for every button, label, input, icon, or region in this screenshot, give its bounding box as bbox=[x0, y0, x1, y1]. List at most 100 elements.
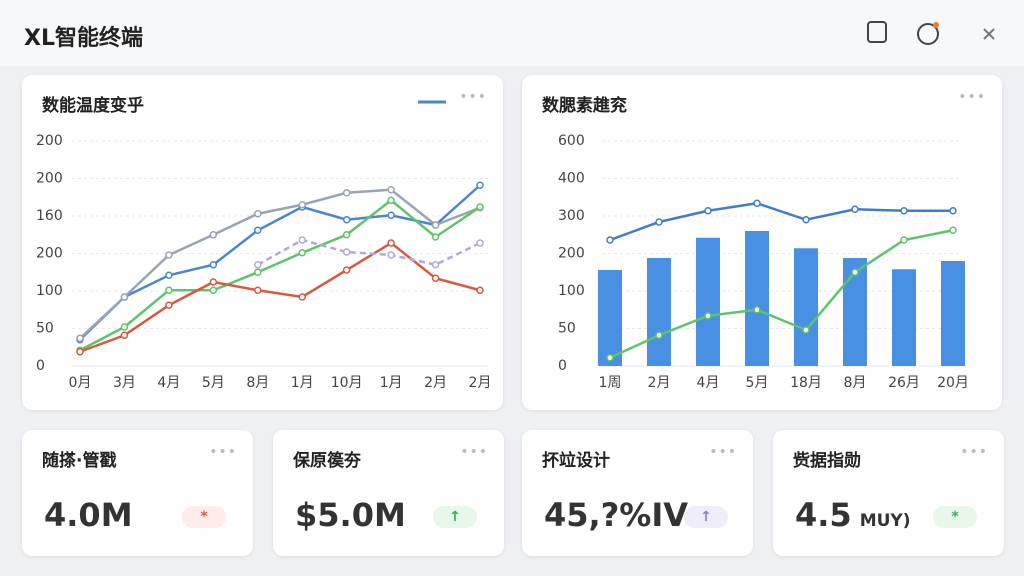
kpi-value: $5.0M bbox=[295, 496, 406, 534]
kpi-value: 4.5 bbox=[795, 496, 852, 534]
series-line bbox=[609, 229, 954, 359]
point bbox=[387, 251, 395, 259]
point bbox=[753, 199, 761, 207]
point bbox=[165, 271, 173, 279]
more[interactable]: ••• bbox=[209, 444, 237, 460]
point bbox=[209, 231, 218, 239]
point bbox=[431, 274, 440, 282]
kpi-value-wrap: $5.0M bbox=[295, 496, 406, 534]
alert-dot bbox=[933, 22, 939, 28]
icon-alert[interactable] bbox=[917, 23, 939, 45]
bar bbox=[647, 258, 671, 366]
point bbox=[342, 231, 351, 239]
point bbox=[342, 266, 351, 274]
x-tick-label: 8月 bbox=[246, 375, 269, 391]
kpi-badge: ↑ bbox=[433, 506, 477, 528]
point bbox=[120, 293, 129, 301]
y-tick-label: 400 bbox=[558, 171, 585, 187]
point bbox=[476, 286, 484, 294]
kpi-card: 保原篌夯 ••• $5.0M ↑ bbox=[273, 430, 504, 556]
kpi-badge: ↑ bbox=[684, 506, 728, 528]
point bbox=[254, 268, 262, 276]
kpi-value: 45,?%IV bbox=[544, 496, 688, 534]
point bbox=[298, 201, 306, 209]
point bbox=[342, 216, 351, 224]
x-tick-label: 1周 bbox=[599, 375, 622, 391]
kpi-title: 抔竝设计 bbox=[542, 451, 610, 471]
point bbox=[254, 261, 262, 269]
point bbox=[209, 286, 218, 294]
x-tick-label: 2月 bbox=[648, 375, 671, 391]
point bbox=[802, 326, 810, 334]
chart-title: 数能温度变乎 bbox=[42, 96, 144, 116]
kpi-card: 赀据指勋 ••• 4.5 MUY) * bbox=[773, 430, 1004, 556]
x-tick-label: 3月 bbox=[113, 375, 136, 391]
bar bbox=[696, 237, 720, 366]
app-title: XL智能终端 bbox=[24, 26, 143, 51]
x-tick-label: 4月 bbox=[697, 375, 720, 391]
kpi-title: 赀据指勋 bbox=[793, 451, 861, 471]
point bbox=[254, 226, 262, 234]
point bbox=[387, 186, 395, 194]
point bbox=[342, 189, 351, 197]
point bbox=[655, 331, 663, 339]
icon-close[interactable] bbox=[983, 28, 995, 40]
chart-title: 数腮素趡兖 bbox=[542, 96, 627, 116]
point bbox=[851, 205, 859, 213]
chart: 0 50 100 200 300 400 600 1周 2月 4月 5月 18月 8月 26月 20月 bbox=[558, 133, 969, 391]
point bbox=[342, 248, 351, 256]
y-tick-label: 200 bbox=[36, 246, 63, 262]
point bbox=[165, 251, 173, 259]
point bbox=[387, 196, 395, 204]
header: XL智能终端 bbox=[0, 0, 1024, 66]
point bbox=[476, 181, 484, 189]
y-tick-label: 0 bbox=[36, 358, 45, 374]
point bbox=[387, 211, 395, 219]
x-tick-label: 2月 bbox=[469, 375, 492, 391]
point bbox=[851, 268, 859, 276]
y-tick-label: 300 bbox=[558, 208, 585, 224]
point bbox=[254, 210, 262, 218]
series-line bbox=[79, 188, 481, 340]
point bbox=[165, 286, 173, 294]
point bbox=[949, 207, 957, 215]
point bbox=[209, 278, 218, 286]
point bbox=[655, 218, 663, 226]
kpi-title: 随搽·管戳 bbox=[42, 451, 117, 471]
kpi-value-wrap: 4.5 MUY) bbox=[795, 496, 911, 534]
kpi-badge: * bbox=[933, 506, 977, 528]
chart-card: 数腮素趡兖 ••• 0 50 100 200 300 400 600 1周 2月 4月 5月 18月 8… bbox=[522, 75, 1002, 410]
series-line bbox=[79, 241, 481, 353]
bar bbox=[892, 269, 916, 366]
point bbox=[900, 207, 908, 215]
point bbox=[949, 226, 957, 234]
chart: 0 50 100 200 160 200 200 0月 3月 4月 5月 8月 1月 10月 1月 2月 2月 bbox=[36, 100, 492, 391]
point bbox=[606, 354, 614, 362]
more[interactable]: ••• bbox=[460, 444, 488, 460]
point bbox=[76, 348, 84, 356]
point bbox=[476, 239, 484, 247]
x-tick-label: 18月 bbox=[790, 375, 822, 391]
point bbox=[802, 216, 810, 224]
x-tick-label: 8月 bbox=[844, 375, 867, 391]
bar bbox=[794, 248, 818, 366]
y-tick-label: 50 bbox=[36, 321, 54, 337]
y-tick-label: 100 bbox=[36, 283, 63, 299]
icon-doc[interactable] bbox=[867, 21, 887, 43]
point bbox=[431, 233, 440, 241]
more[interactable]: ••• bbox=[960, 444, 988, 460]
x-tick-label: 0月 bbox=[69, 375, 92, 391]
point bbox=[387, 239, 395, 247]
kpi-value: 4.0M bbox=[44, 496, 133, 534]
more[interactable]: ••• bbox=[459, 89, 487, 105]
point bbox=[476, 203, 484, 211]
toolbar bbox=[867, 21, 995, 45]
more[interactable]: ••• bbox=[709, 444, 737, 460]
x-tick-label: 2月 bbox=[424, 375, 447, 391]
kpi-title: 保原篌夯 bbox=[293, 451, 361, 471]
point bbox=[753, 306, 761, 314]
more[interactable]: ••• bbox=[958, 89, 986, 105]
point bbox=[298, 293, 306, 301]
x-tick-label: 4月 bbox=[157, 375, 180, 391]
